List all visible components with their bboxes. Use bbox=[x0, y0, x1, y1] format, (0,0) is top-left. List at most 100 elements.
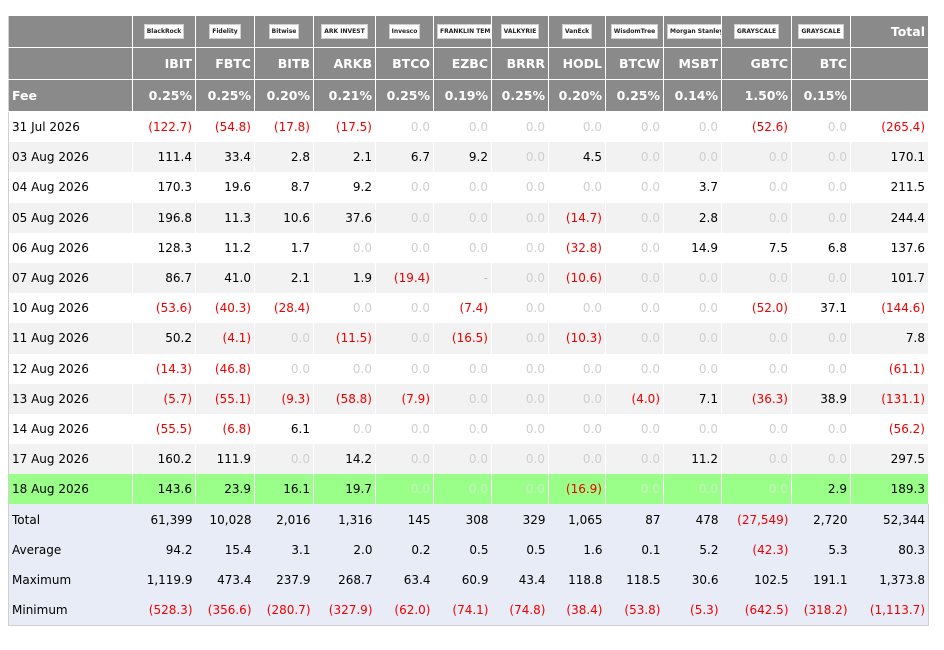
fee-value: 0.15% bbox=[791, 79, 851, 112]
date-cell: 14 Aug 2026 bbox=[8, 413, 133, 445]
flow-value-cell: 7.1 bbox=[663, 383, 722, 414]
flow-value-cell: 0.0 bbox=[721, 353, 792, 384]
flow-value-cell: (32.8) bbox=[548, 232, 606, 263]
flow-value-cell: 0.0 bbox=[433, 474, 492, 505]
flow-value-cell: 0.0 bbox=[491, 293, 549, 324]
table-row: 13 Aug 2026 (5.7) (55.1) (9.3) (58.8) (7.9) 0.… bbox=[8, 383, 929, 414]
fee-value: 0.25% bbox=[605, 79, 664, 112]
flow-value-cell: 0.0 bbox=[375, 353, 434, 384]
flow-value-cell: 0.0 bbox=[721, 413, 792, 445]
flow-value-cell: 0.0 bbox=[375, 172, 434, 203]
flow-value-cell: 0.0 bbox=[663, 262, 722, 294]
issuer-logo: Invesco bbox=[375, 16, 434, 48]
flow-value-cell: (327.9) bbox=[313, 595, 376, 626]
flow-value-cell: 0.0 bbox=[791, 444, 851, 475]
fee-value: 0.25% bbox=[195, 79, 255, 112]
flow-value-cell: 0.0 bbox=[548, 111, 606, 143]
flow-value-cell: 0.0 bbox=[491, 262, 549, 294]
flow-value-cell: 0.0 bbox=[313, 232, 376, 263]
flow-value-cell: 11.2 bbox=[195, 232, 255, 263]
flow-value-cell: 0.0 bbox=[548, 413, 606, 445]
fee-label: Fee bbox=[8, 79, 133, 112]
flow-value-cell: (36.3) bbox=[721, 383, 792, 414]
row-total-cell: 170.1 bbox=[850, 142, 929, 173]
flow-value-cell: 0.0 bbox=[791, 353, 851, 384]
ticker-header: GBTC bbox=[721, 47, 792, 80]
row-total-cell: (131.1) bbox=[850, 383, 929, 414]
issuer-logo: GRAYSCALE bbox=[721, 16, 792, 48]
row-total-cell: 80.3 bbox=[850, 534, 929, 565]
flow-value-cell: 33.4 bbox=[195, 142, 255, 173]
flow-value-cell: (17.8) bbox=[254, 111, 314, 143]
fee-value: 0.25% bbox=[491, 79, 549, 112]
flow-value-cell: 160.2 bbox=[132, 444, 196, 475]
flow-value-cell: 2.8 bbox=[663, 202, 722, 233]
issuer-logo-text: FRANKLIN TEMPLETON bbox=[437, 24, 491, 39]
flow-value-cell: 61,399 bbox=[132, 504, 196, 535]
flow-value-cell: 6.1 bbox=[254, 413, 314, 445]
flow-value-cell: 0.0 bbox=[605, 323, 664, 354]
flow-value-cell: (46.8) bbox=[195, 353, 255, 384]
row-total-cell: (144.6) bbox=[850, 293, 929, 324]
issuer-logo: FRANKLIN TEMPLETON bbox=[433, 16, 492, 48]
row-total-cell: 7.8 bbox=[850, 323, 929, 354]
flow-value-cell: 6.7 bbox=[375, 142, 434, 173]
issuer-logo: GRAYSCALE bbox=[791, 16, 851, 48]
issuer-logo: BlackRock bbox=[132, 16, 196, 48]
issuer-logo-text: GRAYSCALE bbox=[798, 24, 844, 39]
flow-value-cell: (11.5) bbox=[313, 323, 376, 354]
table-row: 17 Aug 2026 160.2 111.9 0.0 14.2 0.0 0.0 0.0 0.0… bbox=[8, 444, 929, 475]
flow-value-cell: 1.9 bbox=[313, 262, 376, 294]
flow-value-cell: 128.3 bbox=[132, 232, 196, 263]
flow-value-cell: 473.4 bbox=[195, 564, 255, 595]
table-row: 03 Aug 2026 111.4 33.4 2.8 2.1 6.7 9.2 0.0 4.5 0.… bbox=[8, 142, 929, 173]
flow-value-cell: 0.0 bbox=[605, 142, 664, 173]
flow-value-cell: 2.1 bbox=[254, 262, 314, 294]
flow-value-cell: 0.0 bbox=[491, 172, 549, 203]
flow-value-cell: 14.9 bbox=[663, 232, 722, 263]
flow-value-cell: 0.0 bbox=[375, 232, 434, 263]
flow-value-cell: 0.0 bbox=[433, 202, 492, 233]
date-cell: 13 Aug 2026 bbox=[8, 383, 133, 414]
flow-value-cell: 0.0 bbox=[491, 383, 549, 414]
row-total-cell: 52,344 bbox=[850, 504, 929, 535]
flow-value-cell: 2.9 bbox=[791, 474, 851, 505]
flow-value-cell: 0.0 bbox=[721, 444, 792, 475]
issuer-logo-text: ARK INVEST bbox=[321, 24, 368, 39]
issuer-logo-text: Fidelity bbox=[209, 24, 241, 39]
table-row: 14 Aug 2026 (55.5) (6.8) 6.1 0.0 0.0 0.0 0.0 0.0… bbox=[8, 413, 929, 445]
flow-value-cell: 145 bbox=[375, 504, 434, 535]
flow-value-cell: 0.0 bbox=[491, 111, 549, 143]
flow-value-cell: 5.2 bbox=[663, 534, 722, 565]
flow-value-cell: 0.0 bbox=[548, 383, 606, 414]
flow-value-cell: (5.7) bbox=[132, 383, 196, 414]
flow-value-cell: (9.3) bbox=[254, 383, 314, 414]
flow-value-cell: 0.0 bbox=[375, 444, 434, 475]
flow-value-cell: 308 bbox=[433, 504, 492, 535]
date-cell: 12 Aug 2026 bbox=[8, 353, 133, 384]
flow-value-cell: 0.0 bbox=[721, 202, 792, 233]
flow-value-cell: 0.0 bbox=[491, 142, 549, 173]
flow-value-cell: 6.8 bbox=[791, 232, 851, 263]
flow-value-cell: 3.1 bbox=[254, 534, 314, 565]
flow-value-cell: 19.7 bbox=[313, 474, 376, 505]
flow-value-cell: 1,119.9 bbox=[132, 564, 196, 595]
issuer-logo: Morgan Stanley bbox=[663, 16, 722, 48]
flow-value-cell: 14.2 bbox=[313, 444, 376, 475]
table-row: 06 Aug 2026 128.3 11.2 1.7 0.0 0.0 0.0 0.0 (32.8… bbox=[8, 232, 929, 263]
table-row: 07 Aug 2026 86.7 41.0 2.1 1.9 (19.4) -0.0 (10.6… bbox=[8, 262, 929, 294]
table-row: 12 Aug 2026 (14.3) (46.8) 0.0 0.0 0.0 0.0 0.0 0.… bbox=[8, 353, 929, 384]
flow-value-cell: 0.0 bbox=[375, 293, 434, 324]
flow-value-cell: 1,316 bbox=[313, 504, 376, 535]
row-total-cell: 1,373.8 bbox=[850, 564, 929, 595]
flow-value-cell: 0.0 bbox=[663, 353, 722, 384]
issuer-logo: VALKYRIE bbox=[491, 16, 549, 48]
flow-value-cell: (74.1) bbox=[433, 595, 492, 626]
ticker-header: BTCW bbox=[605, 47, 664, 80]
flow-value-cell: (4.0) bbox=[605, 383, 664, 414]
flow-value-cell: 0.0 bbox=[491, 444, 549, 475]
flow-value-cell: 60.9 bbox=[433, 564, 492, 595]
flow-value-cell: 0.2 bbox=[375, 534, 434, 565]
flow-value-cell: (55.5) bbox=[132, 413, 196, 445]
flow-value-cell: 0.0 bbox=[375, 202, 434, 233]
